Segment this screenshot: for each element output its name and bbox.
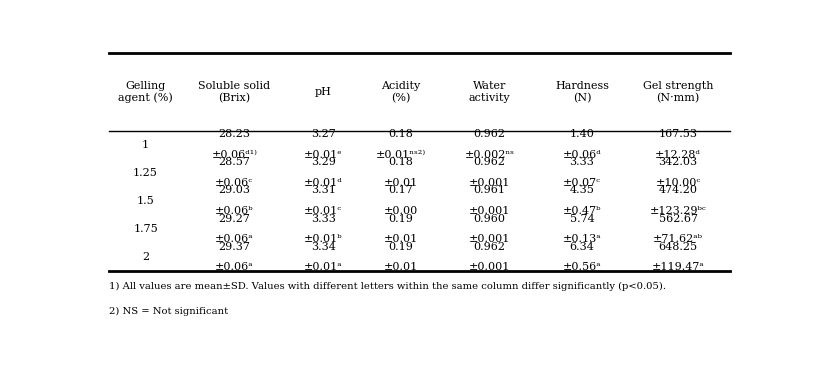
Text: ±0.06ᵈ: ±0.06ᵈ [563, 150, 601, 160]
Text: pH: pH [315, 87, 331, 97]
Text: 28.23: 28.23 [218, 129, 250, 139]
Text: Water
activity: Water activity [469, 81, 510, 103]
Text: 6.34: 6.34 [569, 241, 595, 251]
Text: ±0.01ᵈ: ±0.01ᵈ [303, 178, 343, 188]
Text: 3.27: 3.27 [311, 129, 335, 139]
Text: ±0.06ᵇ: ±0.06ᵇ [215, 206, 254, 216]
Text: ±71.62ᵃᵇ: ±71.62ᵃᵇ [653, 234, 703, 244]
Text: 29.37: 29.37 [218, 241, 250, 251]
Text: ±0.01: ±0.01 [384, 234, 418, 244]
Text: 342.03: 342.03 [658, 157, 698, 167]
Text: ±0.13ᵃ: ±0.13ᵃ [563, 234, 601, 244]
Text: ±10.00ᶜ: ±10.00ᶜ [655, 178, 701, 188]
Text: ±0.01: ±0.01 [384, 262, 418, 272]
Text: 562.67: 562.67 [658, 214, 698, 224]
Text: ±0.002ⁿˢ: ±0.002ⁿˢ [465, 150, 515, 160]
Text: 648.25: 648.25 [658, 241, 698, 251]
Text: ±0.47ᵇ: ±0.47ᵇ [563, 206, 601, 216]
Text: ±119.47ᵃ: ±119.47ᵃ [652, 262, 704, 272]
Text: 5.74: 5.74 [569, 214, 595, 224]
Text: ±0.06ᶜ: ±0.06ᶜ [215, 178, 254, 188]
Text: 0.19: 0.19 [389, 214, 413, 224]
Text: 28.57: 28.57 [218, 157, 250, 167]
Text: ±0.00: ±0.00 [384, 206, 418, 216]
Text: 1.25: 1.25 [133, 168, 158, 178]
Text: ±123.29ᵇᶜ: ±123.29ᵇᶜ [649, 206, 707, 216]
Text: 0.17: 0.17 [389, 185, 413, 195]
Text: ±0.06ᵃ: ±0.06ᵃ [215, 262, 254, 272]
Text: Soluble solid
(Brix): Soluble solid (Brix) [198, 81, 271, 103]
Text: Acidity
(%): Acidity (%) [381, 81, 420, 103]
Text: 1: 1 [142, 140, 149, 150]
Text: 0.962: 0.962 [474, 241, 506, 251]
Text: ±0.001: ±0.001 [469, 206, 510, 216]
Text: 3.34: 3.34 [311, 241, 335, 251]
Text: ±0.01ⁿˢ²⁾: ±0.01ⁿˢ²⁾ [375, 150, 426, 160]
Text: 0.19: 0.19 [389, 241, 413, 251]
Text: 29.03: 29.03 [218, 185, 250, 195]
Text: 1.5: 1.5 [137, 196, 155, 206]
Text: 0.962: 0.962 [474, 129, 506, 139]
Text: ±0.56ᵃ: ±0.56ᵃ [563, 262, 601, 272]
Text: 0.18: 0.18 [389, 157, 413, 167]
Text: ±12.28ᵈ: ±12.28ᵈ [655, 150, 701, 160]
Text: 3.33: 3.33 [569, 157, 595, 167]
Text: ±0.06ᵃ: ±0.06ᵃ [215, 234, 254, 244]
Text: 0.960: 0.960 [474, 214, 506, 224]
Text: ±0.01ᵉ: ±0.01ᵉ [303, 150, 343, 160]
Text: 2) NS = Not significant: 2) NS = Not significant [109, 307, 227, 315]
Text: ±0.01ᶜ: ±0.01ᶜ [304, 206, 342, 216]
Text: 4.35: 4.35 [569, 185, 595, 195]
Text: ±0.001: ±0.001 [469, 234, 510, 244]
Text: 167.53: 167.53 [658, 129, 698, 139]
Text: 0.962: 0.962 [474, 157, 506, 167]
Text: ±0.07ᶜ: ±0.07ᶜ [563, 178, 601, 188]
Text: 2: 2 [142, 252, 149, 262]
Text: ±0.01ᵃ: ±0.01ᵃ [303, 262, 343, 272]
Text: ±0.01: ±0.01 [384, 178, 418, 188]
Text: 3.29: 3.29 [311, 157, 335, 167]
Text: 0.18: 0.18 [389, 129, 413, 139]
Text: 474.20: 474.20 [658, 185, 698, 195]
Text: ±0.001: ±0.001 [469, 262, 510, 272]
Text: ±0.01ᵇ: ±0.01ᵇ [303, 234, 343, 244]
Text: 29.27: 29.27 [218, 214, 250, 224]
Text: 3.33: 3.33 [311, 214, 335, 224]
Text: Gel strength
(N·mm): Gel strength (N·mm) [643, 81, 713, 103]
Text: Gelling
agent (%): Gelling agent (%) [118, 81, 173, 103]
Text: Hardness
(N): Hardness (N) [555, 81, 609, 103]
Text: 1) All values are mean±SD. Values with different letters within the same column : 1) All values are mean±SD. Values with d… [109, 282, 666, 291]
Text: ±0.001: ±0.001 [469, 178, 510, 188]
Text: 0.961: 0.961 [474, 185, 506, 195]
Text: 1.75: 1.75 [133, 224, 158, 234]
Text: 1.40: 1.40 [569, 129, 595, 139]
Text: 3.31: 3.31 [311, 185, 335, 195]
Text: ±0.06ᵈ¹⁾: ±0.06ᵈ¹⁾ [211, 150, 257, 160]
